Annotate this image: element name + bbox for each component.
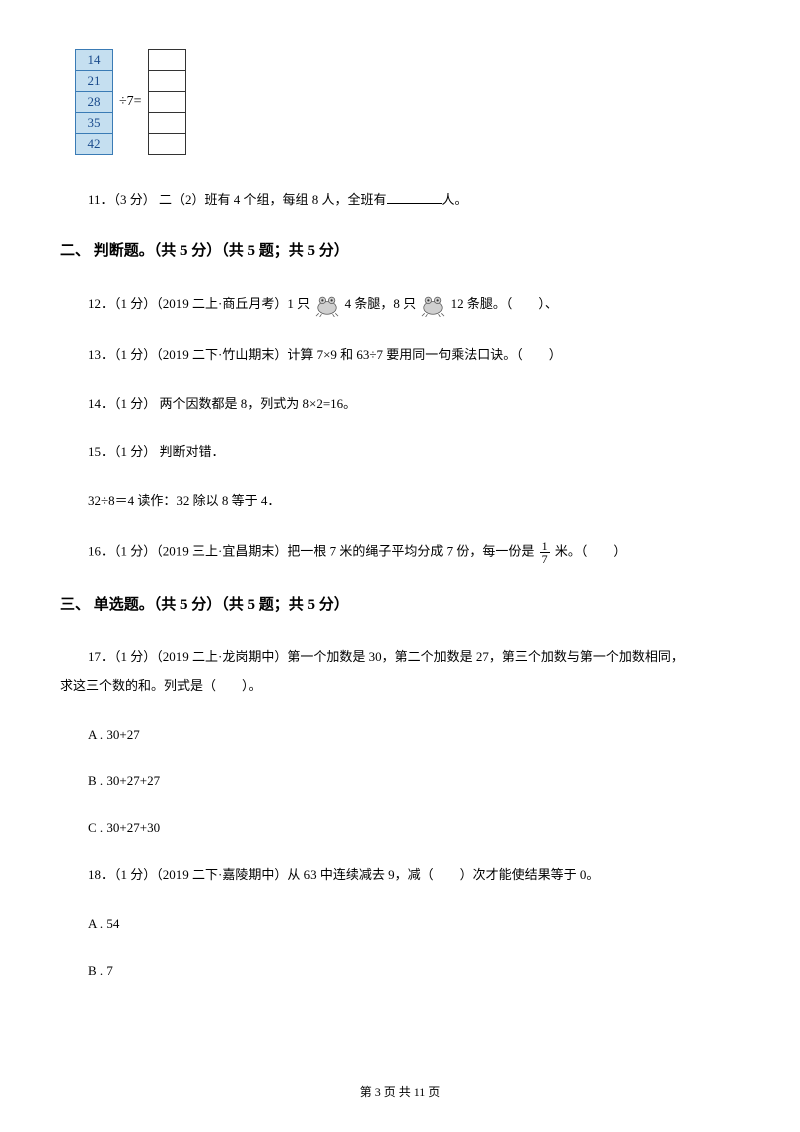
q11-suffix: 人。	[442, 192, 468, 207]
question-17-line1: 17．（1 分）（2019 二上·龙岗期中）第一个加数是 30，第二个加数是 2…	[88, 647, 740, 668]
fraction-den: 7	[540, 553, 550, 565]
q17-option-a: A . 30+27	[88, 725, 740, 746]
division-diagram: 14 21 28 35 42 ÷7=	[75, 50, 740, 155]
q12-c: 12 条腿。（ ）、	[451, 296, 558, 311]
q18-option-b: B . 7	[88, 961, 740, 982]
cell-right-2	[148, 91, 186, 113]
question-12: 12．（1 分）（2019 二上·商丘月考）1 只 4 条腿，8 只 12 条腿…	[88, 293, 740, 317]
q17-option-c: C . 30+27+30	[88, 818, 740, 839]
q16-a: 16．（1 分）（2019 三上·宜昌期末）把一根 7 米的绳子平均分成 7 份…	[88, 543, 534, 558]
cell-right-4	[148, 133, 186, 155]
cell-left-0: 14	[75, 49, 113, 71]
cell-left-1: 21	[75, 70, 113, 92]
left-column: 14 21 28 35 42	[75, 50, 113, 155]
cell-left-3: 35	[75, 112, 113, 134]
cell-right-0	[148, 49, 186, 71]
section-2-heading: 二、 判断题。（共 5 分）（共 5 题；共 5 分）	[60, 239, 740, 263]
cell-left-4: 42	[75, 133, 113, 155]
question-18: 18．（1 分）（2019 二下·嘉陵期中）从 63 中连续减去 9，减（ ）次…	[88, 865, 740, 886]
q12-b: 4 条腿，8 只	[345, 296, 417, 311]
division-operator: ÷7=	[119, 91, 142, 113]
cell-right-3	[148, 112, 186, 134]
q12-a: 12．（1 分）（2019 二上·商丘月考）1 只	[88, 296, 310, 311]
question-17-line2: 求这三个数的和。列式是（ ）。	[60, 676, 740, 697]
question-14: 14．（1 分） 两个因数都是 8，列式为 8×2=16。	[88, 394, 740, 415]
blank-fill	[387, 190, 442, 204]
fraction: 1 7	[540, 540, 550, 565]
question-11: 11．（3 分） 二（2）班有 4 个组，每组 8 人，全班有 人。	[88, 190, 740, 211]
cell-left-2: 28	[75, 91, 113, 113]
q17-option-b: B . 30+27+27	[88, 771, 740, 792]
question-15b: 32÷8＝4 读作：32 除以 8 等于 4．	[88, 491, 740, 512]
frog-icon	[313, 293, 341, 317]
question-16: 16．（1 分）（2019 三上·宜昌期末）把一根 7 米的绳子平均分成 7 份…	[88, 540, 740, 565]
question-13: 13．（1 分）（2019 二下·竹山期末）计算 7×9 和 63÷7 要用同一…	[88, 345, 740, 366]
question-15: 15．（1 分） 判断对错．	[88, 442, 740, 463]
q11-prefix: 11．（3 分） 二（2）班有 4 个组，每组 8 人，全班有	[88, 192, 387, 207]
right-column	[148, 50, 186, 155]
cell-right-1	[148, 70, 186, 92]
frog-icon	[419, 293, 447, 317]
section-3-heading: 三、 单选题。（共 5 分）（共 5 题；共 5 分）	[60, 593, 740, 617]
q16-b: 米。（ ）	[555, 543, 627, 558]
q18-option-a: A . 54	[88, 914, 740, 935]
page-footer: 第 3 页 共 11 页	[0, 1083, 800, 1102]
